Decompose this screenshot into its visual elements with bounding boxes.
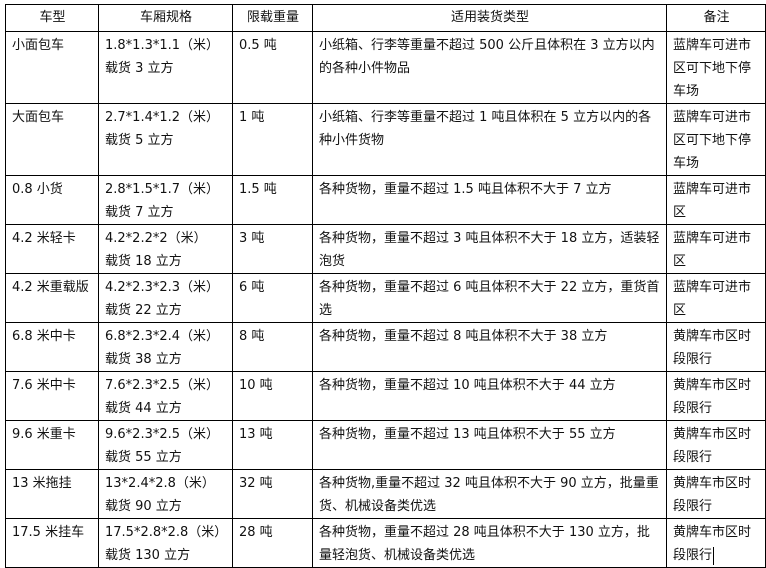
cell-load[interactable]: 0.5 吨 <box>232 31 313 104</box>
spec-text: 13*2.4*2.8（米）载货 90 立方 <box>105 476 215 514</box>
cell-spec[interactable]: 4.2*2.2*2（米）载货 18 立方 <box>98 224 233 274</box>
table-row: 17.5 米挂车 17.5*2.8*2.8（米）载货 130 立方 28 吨各种货物… <box>5 518 766 568</box>
spec-text: 1.8*1.3*1.1（米）载货 3 立方 <box>105 38 220 76</box>
header-row: 车型 车厢规格 限载重量 适用装货类型 备注 <box>5 4 766 32</box>
cell-spec[interactable]: 7.6*2.3*2.5（米）载货 44 立方 <box>98 371 233 421</box>
cell-goods[interactable]: 各种货物，重量不超过 8 吨且体积不大于 38 立方 <box>312 322 667 372</box>
cell-note[interactable]: 黄牌车市区时段限行 <box>666 420 766 470</box>
cell-note[interactable]: 蓝牌车可进市区 <box>666 224 766 274</box>
cell-spec[interactable]: 9.6*2.3*2.5（米）载货 55 立方 <box>98 420 233 470</box>
cell-load[interactable]: 10 吨 <box>232 371 313 421</box>
spec-text: 2.8*1.5*1.7（米）载货 7 立方 <box>105 182 220 220</box>
cell-goods[interactable]: 各种货物,重量不超过 32 吨且体积不大于 90 立方，批量重货、机械设备类优选 <box>312 469 667 519</box>
cell-type[interactable]: 4.2 米重载版 <box>5 273 99 323</box>
header-load: 限载重量 <box>232 4 313 32</box>
vehicle-table: 车型 车厢规格 限载重量 适用装货类型 备注 小面包车 1.8*1.3*1.1（米… <box>5 4 766 568</box>
cell-type[interactable]: 13 米拖挂 <box>5 469 99 519</box>
table-row: 0.8 小货 2.8*1.5*1.7（米）载货 7 立方 1.5 吨各种货物，重量不… <box>5 175 766 225</box>
cell-type[interactable]: 0.8 小货 <box>5 175 99 225</box>
spec-text: 7.6*2.3*2.5（米）载货 44 立方 <box>105 378 220 416</box>
cell-goods[interactable]: 各种货物，重量不超过 10 吨且体积不大于 44 立方 <box>312 371 667 421</box>
cell-type[interactable]: 大面包车 <box>5 103 99 176</box>
cell-note[interactable]: 蓝牌车可进市区 <box>666 273 766 323</box>
spec-text: 2.7*1.4*1.2（米）载货 5 立方 <box>105 110 220 148</box>
cell-goods[interactable]: 各种货物，重量不超过 3 吨且体积不大于 18 立方，适装轻泡货 <box>312 224 667 274</box>
cell-spec[interactable]: 17.5*2.8*2.8（米）载货 130 立方 <box>98 518 233 568</box>
cell-load[interactable]: 13 吨 <box>232 420 313 470</box>
table-row: 4.2 米轻卡 4.2*2.2*2（米）载货 18 立方 3 吨各种货物，重量不超过… <box>5 224 766 274</box>
cell-note[interactable]: 蓝牌车可进市区 <box>666 175 766 225</box>
cell-note[interactable]: 黄牌车市区时段限行 <box>666 371 766 421</box>
cell-type[interactable]: 9.6 米重卡 <box>5 420 99 470</box>
cell-goods[interactable]: 小纸箱、行李等重量不超过 1 吨且体积在 5 立方以内的各种小件货物 <box>312 103 667 176</box>
table-row: 6.8 米中卡 6.8*2.3*2.4（米）载货 38 立方 8 吨各种货物，重量不… <box>5 322 766 372</box>
cell-type[interactable]: 17.5 米挂车 <box>5 518 99 568</box>
header-note: 备注 <box>666 4 766 32</box>
table-row: 13 米拖挂 13*2.4*2.8（米）载货 90 立方 32 吨各种货物,重量不超… <box>5 469 766 519</box>
header-goods: 适用装货类型 <box>312 4 667 32</box>
cell-type[interactable]: 7.6 米中卡 <box>5 371 99 421</box>
cell-spec[interactable]: 1.8*1.3*1.1（米）载货 3 立方 <box>98 31 233 104</box>
cell-load[interactable]: 1 吨 <box>232 103 313 176</box>
cell-goods[interactable]: 各种货物，重量不超过 13 吨且体积不大于 55 立方 <box>312 420 667 470</box>
spec-text: 17.5*2.8*2.8（米）载货 130 立方 <box>105 525 228 563</box>
cell-type[interactable]: 6.8 米中卡 <box>5 322 99 372</box>
cell-spec[interactable]: 13*2.4*2.8（米）载货 90 立方 <box>98 469 233 519</box>
cell-spec[interactable]: 6.8*2.3*2.4（米）载货 38 立方 <box>98 322 233 372</box>
cell-note[interactable]: 黄牌车市区时段限行 <box>666 322 766 372</box>
cell-load[interactable]: 28 吨 <box>232 518 313 568</box>
cell-load[interactable]: 1.5 吨 <box>232 175 313 225</box>
cell-goods[interactable]: 各种货物，重量不超过 1.5 吨且体积不大于 7 立方 <box>312 175 667 225</box>
table-row: 4.2 米重载版 4.2*2.3*2.3（米）载货 22 立方 6 吨各种货物，重量… <box>5 273 766 323</box>
spec-text: 9.6*2.3*2.5（米）载货 55 立方 <box>105 427 220 465</box>
cell-note[interactable]: 黄牌车市区时段限行 <box>666 518 766 568</box>
table-row: 大面包车 2.7*1.4*1.2（米）载货 5 立方 1 吨小纸箱、行李等重量不超过… <box>5 103 766 176</box>
table-row: 7.6 米中卡 7.6*2.3*2.5（米）载货 44 立方 10 吨各种货物，重量… <box>5 371 766 421</box>
cell-goods[interactable]: 各种货物，重量不超过 6 吨且体积不大于 22 立方，重货首选 <box>312 273 667 323</box>
table-row: 小面包车 1.8*1.3*1.1（米）载货 3 立方 0.5 吨小纸箱、行李等重量不… <box>5 31 766 104</box>
cell-type[interactable]: 小面包车 <box>5 31 99 104</box>
cell-type[interactable]: 4.2 米轻卡 <box>5 224 99 274</box>
cell-load[interactable]: 3 吨 <box>232 224 313 274</box>
text-cursor <box>713 546 715 565</box>
table-row: 9.6 米重卡 9.6*2.3*2.5（米）载货 55 立方 13 吨各种货物，重量… <box>5 420 766 470</box>
cell-goods[interactable]: 各种货物，重量不超过 28 吨且体积不大于 130 立方，批量轻泡货、机械设备类… <box>312 518 667 568</box>
cell-spec[interactable]: 2.8*1.5*1.7（米）载货 7 立方 <box>98 175 233 225</box>
cell-load[interactable]: 32 吨 <box>232 469 313 519</box>
header-type: 车型 <box>5 4 99 32</box>
header-spec: 车厢规格 <box>98 4 233 32</box>
spec-text: 4.2*2.3*2.3（米）载货 22 立方 <box>105 280 220 318</box>
cell-note[interactable]: 蓝牌车可进市区可下地下停车场 <box>666 31 766 104</box>
spec-text: 6.8*2.3*2.4（米）载货 38 立方 <box>105 329 220 367</box>
cell-load[interactable]: 8 吨 <box>232 322 313 372</box>
cell-spec[interactable]: 4.2*2.3*2.3（米）载货 22 立方 <box>98 273 233 323</box>
cell-load[interactable]: 6 吨 <box>232 273 313 323</box>
cell-note[interactable]: 黄牌车市区时段限行 <box>666 469 766 519</box>
spec-text: 4.2*2.2*2（米）载货 18 立方 <box>105 231 207 269</box>
cell-spec[interactable]: 2.7*1.4*1.2（米）载货 5 立方 <box>98 103 233 176</box>
cell-goods[interactable]: 小纸箱、行李等重量不超过 500 公斤且体积在 3 立方以内的各种小件物品 <box>312 31 667 104</box>
cell-note[interactable]: 蓝牌车可进市区可下地下停车场 <box>666 103 766 176</box>
